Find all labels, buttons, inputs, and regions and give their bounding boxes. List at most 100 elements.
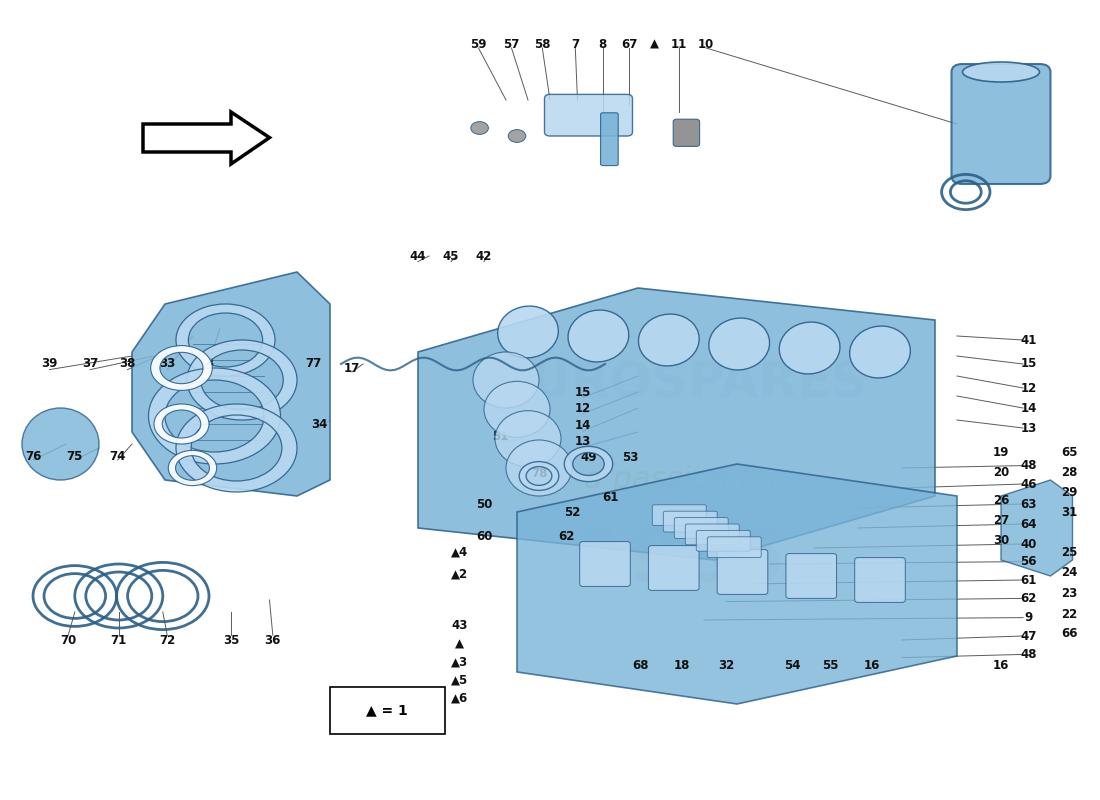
Text: 70: 70: [60, 634, 76, 646]
Text: 22: 22: [1062, 608, 1077, 621]
Text: 30: 30: [993, 534, 1009, 546]
Text: 31: 31: [1062, 506, 1077, 518]
Text: 16: 16: [993, 659, 1009, 672]
Text: 38: 38: [120, 358, 135, 370]
Text: 61: 61: [1021, 574, 1036, 586]
Text: 15: 15: [1021, 358, 1036, 370]
Text: 63: 63: [1021, 498, 1036, 510]
Text: ▲4: ▲4: [451, 546, 469, 558]
Text: 50: 50: [476, 498, 492, 510]
Text: ▲3: ▲3: [451, 655, 469, 668]
Polygon shape: [418, 288, 935, 560]
Text: 18: 18: [674, 659, 690, 672]
Ellipse shape: [779, 322, 840, 374]
Polygon shape: [1001, 480, 1072, 576]
Text: 1985: 1985: [578, 523, 786, 597]
Text: 74: 74: [110, 450, 125, 462]
Text: EUROSPARES: EUROSPARES: [496, 360, 868, 408]
Text: 23: 23: [1062, 587, 1077, 600]
Text: 37: 37: [82, 358, 98, 370]
Text: 12: 12: [1021, 382, 1036, 394]
Text: 29: 29: [1062, 486, 1077, 498]
Text: 10: 10: [698, 38, 714, 50]
Text: 27: 27: [993, 514, 1009, 526]
Text: 57: 57: [504, 38, 519, 50]
Text: 17: 17: [344, 362, 360, 374]
Text: 75: 75: [67, 450, 82, 462]
FancyBboxPatch shape: [663, 511, 717, 532]
Text: 46: 46: [1021, 478, 1036, 490]
Text: 14: 14: [575, 419, 591, 432]
Text: 7: 7: [571, 38, 580, 50]
Text: 56: 56: [1021, 555, 1036, 568]
Text: 9: 9: [1024, 611, 1033, 624]
Ellipse shape: [568, 310, 629, 362]
Ellipse shape: [638, 314, 700, 366]
Ellipse shape: [473, 352, 539, 408]
Text: 48: 48: [1021, 459, 1036, 472]
Text: 62: 62: [559, 530, 574, 542]
FancyBboxPatch shape: [330, 687, 446, 734]
Text: ▲ = 1: ▲ = 1: [366, 703, 408, 718]
Text: 41: 41: [1021, 334, 1036, 346]
FancyBboxPatch shape: [580, 542, 630, 586]
Text: 61: 61: [603, 491, 618, 504]
Text: 28: 28: [1062, 466, 1077, 478]
FancyBboxPatch shape: [717, 550, 768, 594]
Circle shape: [508, 130, 526, 142]
Polygon shape: [143, 112, 270, 164]
FancyBboxPatch shape: [952, 64, 1050, 184]
Text: 40: 40: [1021, 538, 1036, 550]
Text: 35: 35: [223, 634, 239, 646]
Text: 59: 59: [471, 38, 486, 50]
Text: 49: 49: [581, 451, 596, 464]
Text: 47: 47: [1021, 630, 1036, 642]
Text: ▲5: ▲5: [451, 674, 469, 686]
Ellipse shape: [708, 318, 770, 370]
Text: 55: 55: [823, 659, 838, 672]
Text: 42: 42: [476, 250, 492, 262]
Text: 36: 36: [265, 634, 280, 646]
Ellipse shape: [22, 408, 99, 480]
Text: 33: 33: [160, 358, 175, 370]
Ellipse shape: [962, 62, 1040, 82]
Ellipse shape: [497, 306, 559, 358]
Text: 34: 34: [311, 418, 327, 430]
FancyBboxPatch shape: [649, 546, 700, 590]
Text: 77: 77: [306, 358, 321, 370]
FancyBboxPatch shape: [855, 558, 905, 602]
Ellipse shape: [506, 440, 572, 496]
Text: 25: 25: [1062, 546, 1077, 558]
Text: 73: 73: [199, 358, 214, 370]
Text: 67: 67: [621, 38, 637, 50]
Text: 14: 14: [1021, 402, 1036, 414]
Text: ▲: ▲: [455, 638, 464, 650]
Text: 76: 76: [25, 450, 41, 462]
Text: 51: 51: [493, 430, 508, 442]
Text: 66: 66: [1060, 627, 1078, 640]
Text: 54: 54: [783, 659, 801, 672]
Text: 11: 11: [671, 38, 686, 50]
Text: 62: 62: [1021, 592, 1036, 605]
Text: 58: 58: [534, 38, 550, 50]
Text: 8: 8: [598, 38, 607, 50]
Text: 45: 45: [442, 250, 460, 262]
Text: 15: 15: [575, 386, 591, 398]
Ellipse shape: [495, 410, 561, 466]
FancyBboxPatch shape: [673, 119, 700, 146]
Text: 16: 16: [865, 659, 880, 672]
Ellipse shape: [484, 382, 550, 438]
Text: 24: 24: [1062, 566, 1077, 578]
FancyBboxPatch shape: [785, 554, 837, 598]
Text: 52: 52: [564, 506, 580, 518]
FancyBboxPatch shape: [685, 524, 739, 545]
Text: ▲6: ▲6: [451, 691, 469, 704]
Polygon shape: [517, 464, 957, 704]
Text: 72: 72: [160, 634, 175, 646]
Text: 78: 78: [531, 467, 547, 480]
Text: 26: 26: [993, 494, 1009, 506]
FancyBboxPatch shape: [674, 518, 728, 538]
Text: 39: 39: [42, 358, 57, 370]
Text: 65: 65: [1060, 446, 1078, 458]
FancyBboxPatch shape: [601, 113, 618, 166]
